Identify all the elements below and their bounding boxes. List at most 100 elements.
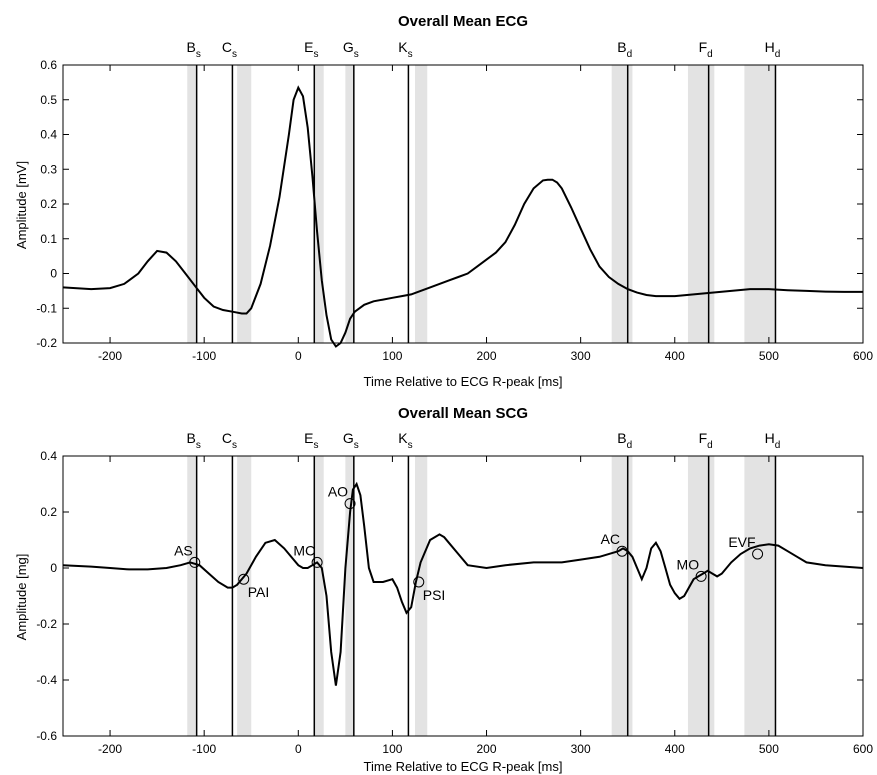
scg-event-label-6: Fd bbox=[699, 430, 713, 451]
scg-annotations: AS PAI MC AO PSI AC MO EVF bbox=[174, 484, 764, 603]
scg-event-label-4: Ks bbox=[398, 430, 412, 451]
ecg-event-label-5: Bd bbox=[617, 39, 632, 60]
ecg-event-label-6: Fd bbox=[699, 39, 713, 60]
scg-band-4 bbox=[415, 456, 428, 736]
scg-x-tick-label-6: 400 bbox=[665, 742, 685, 756]
ecg-event-label-7: Hd bbox=[765, 39, 781, 60]
scg-annotation-marker-1 bbox=[238, 573, 250, 585]
ecg-event-lines bbox=[195, 65, 777, 343]
ecg-x-tick-label-3: 100 bbox=[382, 349, 402, 363]
ecg-series-line bbox=[62, 85, 863, 348]
scg-event-label-5: Bd bbox=[617, 430, 632, 451]
ecg-title: Overall Mean ECG bbox=[398, 13, 528, 30]
scg-event-labels: Bs Cs Es Gs Ks Bd Fd Hd bbox=[186, 430, 780, 451]
ecg-band-4 bbox=[415, 65, 428, 343]
scg-annotation-marker-5 bbox=[616, 545, 628, 557]
ecg-event-label-2: Es bbox=[304, 39, 318, 60]
scg-band-6 bbox=[687, 456, 715, 736]
ecg-panel: Overall Mean ECG Bs Cs Es Gs Ks Bd Fd Hd -200 -1… bbox=[14, 13, 873, 389]
ecg-y-tick-label-8: 0.6 bbox=[40, 58, 57, 72]
scg-y-tick-label-3: 0 bbox=[50, 561, 57, 575]
ecg-x-tick-label-7: 500 bbox=[759, 349, 779, 363]
scg-annotation-label-6: MO bbox=[677, 556, 700, 572]
ecg-y-tick-label-3: 0.1 bbox=[40, 232, 57, 246]
ecg-x-ticks: -200 -100 0 100 200 300 400 500 600 bbox=[98, 65, 873, 363]
scg-event-label-7: Hd bbox=[765, 430, 781, 451]
scg-y-ticks: -0.6 -0.4 -0.2 0 0.2 0.4 bbox=[36, 449, 863, 743]
ecg-band-3 bbox=[345, 65, 354, 343]
scg-x-ticks: -200 -100 0 100 200 300 400 500 600 bbox=[98, 456, 873, 756]
scg-x-tick-label-5: 300 bbox=[571, 742, 591, 756]
ecg-x-label: Time Relative to ECG R-peak [ms] bbox=[364, 374, 563, 389]
scg-annotation-label-1: PAI bbox=[248, 584, 270, 600]
scg-panel: Overall Mean SCG Bs Cs Es Gs Ks Bd Fd Hd AS PAI M… bbox=[14, 405, 873, 774]
ecg-event-label-0: Bs bbox=[186, 39, 200, 60]
ecg-x-tick-label-6: 400 bbox=[665, 349, 685, 363]
scg-y-label: Amplitude [mg] bbox=[14, 554, 29, 641]
scg-x-tick-label-8: 600 bbox=[853, 742, 873, 756]
scg-x-tick-label-0: -200 bbox=[98, 742, 122, 756]
ecg-y-tick-label-7: 0.5 bbox=[40, 93, 57, 107]
scg-event-label-1: Cs bbox=[222, 430, 237, 451]
ecg-band-1 bbox=[237, 65, 252, 343]
ecg-x-tick-label-5: 300 bbox=[571, 349, 591, 363]
scg-y-tick-label-0: -0.6 bbox=[36, 729, 57, 743]
scg-band-5 bbox=[611, 456, 633, 736]
ecg-x-tick-label-0: -200 bbox=[98, 349, 122, 363]
scg-annotation-marker-7 bbox=[752, 548, 764, 560]
ecg-y-ticks: -0.2 -0.1 0 0.1 0.2 0.3 0.4 0.5 0.6 bbox=[36, 58, 863, 350]
ecg-band-5 bbox=[611, 65, 633, 343]
scg-band-7 bbox=[744, 456, 776, 736]
ecg-x-tick-label-2: 0 bbox=[295, 349, 302, 363]
scg-annotation-marker-4 bbox=[413, 576, 425, 588]
scg-annotation-label-3: AO bbox=[328, 484, 348, 500]
scg-band-1 bbox=[237, 456, 252, 736]
scg-annotation-label-7: EVF bbox=[728, 534, 755, 550]
scg-x-label: Time Relative to ECG R-peak [ms] bbox=[364, 759, 563, 774]
ecg-event-label-4: Ks bbox=[398, 39, 412, 60]
scg-annotation-label-2: MC bbox=[293, 542, 315, 558]
scg-event-label-0: Bs bbox=[186, 430, 200, 451]
scg-y-tick-label-5: 0.4 bbox=[40, 449, 57, 463]
ecg-event-labels: Bs Cs Es Gs Ks Bd Fd Hd bbox=[186, 39, 780, 60]
ecg-y-tick-label-2: 0 bbox=[50, 267, 57, 281]
ecg-y-tick-label-1: -0.1 bbox=[36, 301, 57, 315]
scg-shaded-bands bbox=[187, 456, 776, 736]
scg-y-tick-label-1: -0.4 bbox=[36, 673, 57, 687]
scg-y-tick-label-4: 0.2 bbox=[40, 505, 57, 519]
ecg-x-tick-label-4: 200 bbox=[477, 349, 497, 363]
scg-title: Overall Mean SCG bbox=[398, 405, 528, 422]
ecg-axes-frame bbox=[62, 64, 864, 344]
scg-annotation-marker-3 bbox=[344, 498, 356, 510]
scg-event-lines bbox=[195, 456, 777, 736]
scg-x-tick-label-4: 200 bbox=[477, 742, 497, 756]
ecg-band-7 bbox=[744, 65, 776, 343]
scg-annotation-label-5: AC bbox=[601, 531, 620, 547]
ecg-event-label-3: Gs bbox=[343, 39, 359, 60]
ecg-band-6 bbox=[687, 65, 715, 343]
ecg-y-tick-label-6: 0.4 bbox=[40, 128, 57, 142]
scg-band-3 bbox=[345, 456, 354, 736]
scg-band-0 bbox=[187, 456, 197, 736]
scg-annotation-label-0: AS bbox=[174, 542, 193, 558]
ecg-y-tick-label-0: -0.2 bbox=[36, 336, 57, 350]
scg-annotation-marker-6 bbox=[695, 570, 707, 582]
scg-annotation-label-4: PSI bbox=[423, 587, 446, 603]
ecg-y-label: Amplitude [mV] bbox=[14, 161, 29, 249]
scg-y-tick-label-2: -0.2 bbox=[36, 617, 57, 631]
scg-annotation-marker-0 bbox=[189, 556, 201, 568]
scg-x-tick-label-1: -100 bbox=[192, 742, 216, 756]
ecg-x-tick-label-8: 600 bbox=[853, 349, 873, 363]
ecg-y-tick-label-5: 0.3 bbox=[40, 162, 57, 176]
scg-axes-frame bbox=[62, 455, 864, 737]
scg-event-label-3: Gs bbox=[343, 430, 359, 451]
ecg-band-0 bbox=[187, 65, 197, 343]
ecg-band-2 bbox=[314, 65, 324, 343]
scg-x-tick-label-7: 500 bbox=[759, 742, 779, 756]
scg-band-2 bbox=[314, 456, 324, 736]
scg-x-tick-label-2: 0 bbox=[295, 742, 302, 756]
scg-x-tick-label-3: 100 bbox=[382, 742, 402, 756]
scg-annotation-marker-2 bbox=[311, 556, 323, 568]
ecg-y-tick-label-4: 0.2 bbox=[40, 197, 57, 211]
